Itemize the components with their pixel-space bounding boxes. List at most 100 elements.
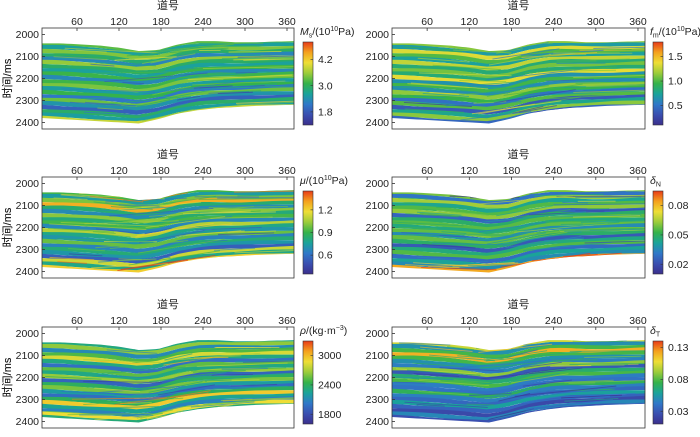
texture-streak: [536, 229, 560, 234]
colorbar-title: μ/(1010Pa): [299, 175, 348, 187]
texture-streak: [447, 346, 474, 351]
x-tick-label: 120: [110, 315, 128, 327]
texture-streak: [575, 209, 645, 212]
texture-streak: [573, 89, 645, 93]
layer-band: [392, 395, 645, 418]
texture-streak: [243, 360, 294, 363]
y-tick-label: 2100: [16, 350, 40, 362]
x-tick-label: 120: [461, 315, 479, 327]
y-tick-label: 2200: [16, 372, 40, 384]
texture-streak: [480, 367, 583, 380]
texture-streak: [182, 210, 251, 215]
layer-band: [392, 210, 645, 228]
x-tick-label: 60: [71, 315, 83, 327]
texture-streak: [223, 77, 294, 80]
layer-band: [42, 344, 294, 359]
texture-streak: [198, 198, 294, 200]
layer-band: [392, 383, 645, 404]
texture-streak: [191, 367, 287, 372]
panel-rho: 60 120 180 240 300 360 2000 2100 2200 2300 2400 道号时…: [1, 297, 347, 429]
texture-streak: [81, 95, 169, 99]
texture-streak: [157, 89, 215, 101]
texture-streak: [53, 197, 88, 200]
texture-streak: [104, 72, 208, 82]
texture-streak: [466, 403, 495, 406]
x-tick-label: 60: [71, 165, 83, 177]
texture-streak: [94, 411, 184, 421]
texture-streak: [486, 67, 589, 81]
texture-streak: [163, 195, 216, 205]
layer-band: [42, 395, 294, 418]
texture-streak: [236, 100, 294, 104]
texture-streak: [193, 356, 229, 359]
texture-streak: [498, 392, 531, 402]
texture-streak: [436, 209, 492, 217]
texture-streak: [169, 390, 211, 398]
texture-streak: [185, 362, 288, 368]
texture-streak: [523, 241, 612, 251]
texture-streak: [90, 360, 153, 366]
texture-streak: [90, 63, 115, 67]
texture-streak: [114, 392, 159, 395]
x-tick-label: 300: [236, 165, 254, 177]
x-tick-label: 300: [587, 165, 605, 177]
layer-band: [392, 213, 645, 232]
y-tick-label: 2400: [366, 266, 390, 278]
texture-streak: [553, 52, 633, 55]
texture-streak: [47, 227, 115, 233]
layer-band: [392, 194, 645, 209]
texture-streak: [575, 80, 610, 83]
seismic-section: [392, 190, 645, 273]
texture-streak: [429, 262, 524, 270]
y-tick-label: 2300: [16, 244, 40, 256]
texture-streak: [230, 383, 278, 387]
layer-band: [392, 236, 645, 258]
texture-streak: [503, 42, 549, 53]
y-axis-title: 时间/ms: [1, 58, 14, 98]
texture-streak: [573, 75, 645, 78]
texture-streak: [478, 103, 535, 115]
y-tick-label: 2300: [366, 394, 390, 406]
texture-streak: [95, 240, 189, 249]
colorbar-tick-label: 1.8: [318, 106, 333, 118]
texture-streak: [142, 387, 180, 397]
texture-streak: [177, 95, 201, 101]
x-tick-label: 240: [545, 165, 563, 177]
texture-streak: [157, 102, 189, 111]
texture-streak: [220, 397, 294, 401]
texture-streak: [105, 385, 143, 389]
texture-streak: [67, 412, 163, 416]
colorbar: [302, 41, 314, 126]
texture-streak: [522, 379, 572, 387]
texture-streak: [496, 205, 554, 217]
texture-streak: [97, 233, 131, 238]
texture-streak: [422, 92, 469, 97]
x-tick-label: 60: [421, 16, 433, 28]
x-tick-label: 120: [110, 16, 128, 28]
texture-streak: [579, 49, 645, 52]
texture-streak: [83, 359, 161, 364]
layer-band: [42, 191, 294, 206]
texture-streak: [573, 215, 641, 218]
texture-streak: [118, 204, 160, 207]
x-tick-label: 300: [236, 16, 254, 28]
texture-streak: [222, 49, 294, 52]
texture-streak: [97, 107, 124, 111]
texture-streak: [232, 397, 294, 401]
texture-streak: [49, 256, 95, 261]
layer-band: [42, 386, 294, 408]
texture-streak: [116, 215, 184, 222]
texture-streak: [213, 385, 288, 390]
y-tick-label: 2100: [366, 51, 390, 63]
texture-streak: [112, 258, 157, 262]
texture-streak: [239, 78, 275, 81]
texture-streak: [98, 95, 192, 106]
texture-streak: [67, 248, 106, 252]
texture-streak: [589, 58, 630, 61]
texture-streak: [419, 101, 455, 105]
texture-streak: [545, 78, 594, 82]
colorbar-tick-label: 1.0: [668, 76, 683, 88]
texture-streak: [193, 370, 246, 373]
layer-band: [42, 64, 294, 83]
y-tick-label: 2200: [366, 372, 390, 384]
